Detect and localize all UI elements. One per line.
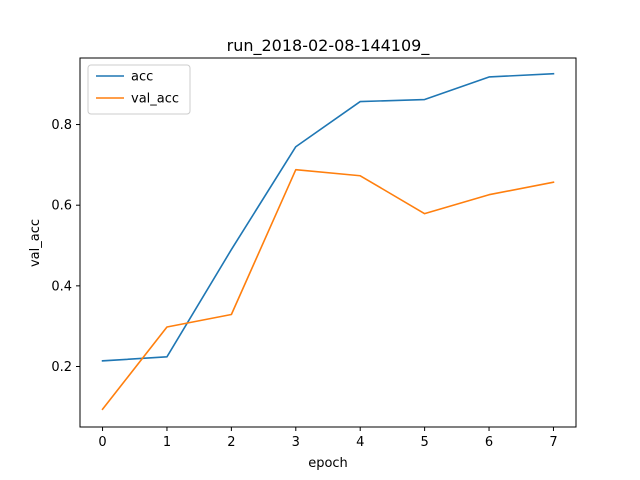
y-tick-label: 0.2 [51,360,72,375]
x-tick-label: 7 [549,435,557,450]
x-tick-label: 5 [420,435,428,450]
x-tick-label: 6 [485,435,493,450]
x-axis-label: epoch [308,456,348,471]
plot-frame [79,57,577,428]
y-tick-label: 0.6 [51,199,72,214]
series-lines [101,72,555,411]
legend-label-val-acc: val_acc [131,92,179,107]
x-tick-label: 3 [292,435,300,450]
legend-label-acc: acc [131,70,153,85]
x-tick-label: 2 [227,435,235,450]
series-line-val-acc [101,168,555,411]
y-axis: 0.2 0.4 0.6 0.8 [51,118,80,375]
chart-title: run_2018-02-08-144109_ [227,36,431,56]
y-tick-label: 0.4 [51,279,72,294]
x-tick-label: 1 [163,435,171,450]
x-tick-label: 0 [98,435,106,450]
legend-box [87,64,191,115]
x-axis: 0 1 2 3 4 5 6 7 [98,427,558,450]
series-line-acc [101,72,555,362]
legend: acc val_acc [87,64,191,115]
x-tick-label: 4 [356,435,364,450]
y-tick-label: 0.8 [51,118,72,133]
y-axis-label: val_acc [28,219,43,267]
